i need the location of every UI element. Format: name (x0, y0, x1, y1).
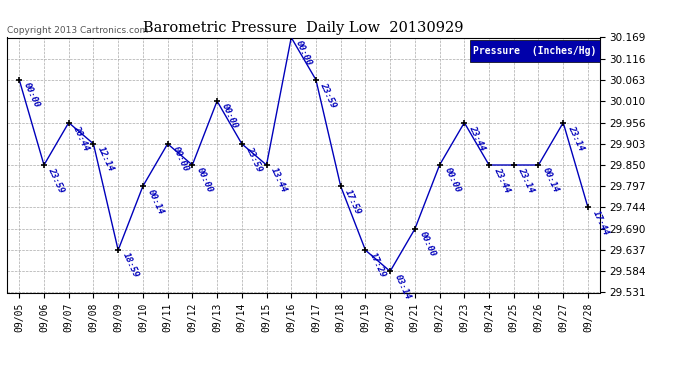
Text: 23:59: 23:59 (319, 81, 338, 110)
Text: 13:44: 13:44 (269, 166, 289, 195)
Text: 03:14: 03:14 (393, 273, 413, 301)
Text: 17:29: 17:29 (368, 252, 388, 280)
Text: 17:44: 17:44 (591, 209, 610, 237)
Text: 23:14: 23:14 (517, 166, 536, 195)
Text: 00:14: 00:14 (541, 166, 561, 195)
Text: 00:00: 00:00 (22, 81, 41, 110)
Text: 23:44: 23:44 (492, 166, 511, 195)
Text: 00:00: 00:00 (220, 102, 239, 130)
Text: 00:00: 00:00 (294, 39, 313, 67)
Text: 12:14: 12:14 (96, 145, 116, 173)
Text: 23:44: 23:44 (467, 124, 486, 152)
Text: 18:59: 18:59 (121, 252, 141, 280)
Text: 23:59: 23:59 (244, 145, 264, 173)
Text: Copyright 2013 Cartronics.com: Copyright 2013 Cartronics.com (7, 26, 148, 35)
Text: 00:00: 00:00 (442, 166, 462, 195)
Text: 00:00: 00:00 (417, 230, 437, 258)
Bar (470, 40, 600, 62)
Text: 00:00: 00:00 (170, 145, 190, 173)
Title: Barometric Pressure  Daily Low  20130929: Barometric Pressure Daily Low 20130929 (144, 21, 464, 35)
Text: 00:00: 00:00 (195, 166, 215, 195)
Text: 23:59: 23:59 (47, 166, 66, 195)
Text: 23:14: 23:14 (566, 124, 586, 152)
Text: 17:59: 17:59 (344, 188, 363, 216)
Text: 00:14: 00:14 (146, 188, 165, 216)
Text: 20:44: 20:44 (72, 124, 91, 152)
Text: Pressure  (Inches/Hg): Pressure (Inches/Hg) (473, 46, 597, 56)
